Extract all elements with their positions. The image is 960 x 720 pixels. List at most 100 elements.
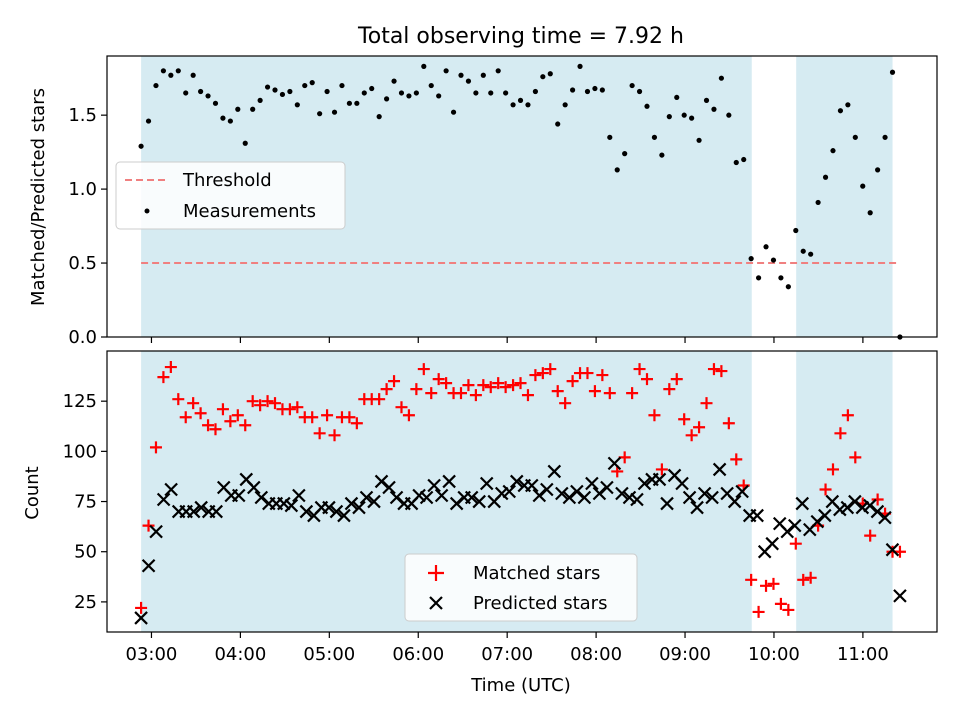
predicted-star-point <box>134 611 148 625</box>
matched-star-point <box>581 367 594 380</box>
matched-star-point <box>707 363 720 376</box>
matched-star-point <box>164 361 177 374</box>
matched-star-point <box>521 389 534 402</box>
measurement-point <box>584 88 591 95</box>
predicted-star-point <box>472 494 486 509</box>
matched-star-point <box>380 383 393 396</box>
predicted-star-point <box>194 500 208 515</box>
measurement-point <box>160 68 167 74</box>
matched-star-point <box>179 411 192 424</box>
measurement-point <box>748 256 754 262</box>
measurement-point <box>629 82 635 89</box>
matched-star-point <box>640 373 653 386</box>
matched-star-point <box>373 393 386 406</box>
x-axis-label: Time (UTC) <box>470 675 571 696</box>
matched-star-point <box>202 419 215 432</box>
predicted-star-point <box>675 476 689 491</box>
matched-star-point <box>402 409 415 422</box>
measurement-point <box>391 78 397 84</box>
matched-star-point <box>224 415 237 428</box>
bottom-y-tick-label: 50 <box>74 542 97 563</box>
matched-star-point <box>774 597 787 610</box>
matched-star-point <box>841 409 854 422</box>
measurement-point <box>458 72 464 78</box>
measurement-point <box>547 71 553 77</box>
measurement-point <box>577 63 583 69</box>
observing-interval-top-1 <box>796 56 893 337</box>
measurement-point <box>815 199 821 206</box>
bottom-axes-frame <box>106 350 938 633</box>
predicted-star-point <box>600 480 614 495</box>
measurement-point <box>882 134 888 140</box>
measurement-point <box>443 68 449 74</box>
measurement-point <box>711 106 717 112</box>
measurement-point <box>398 90 405 96</box>
measurement-point <box>235 106 241 112</box>
measurement-point <box>212 100 219 106</box>
measurement-point <box>309 80 315 86</box>
measurement-point <box>264 84 271 90</box>
matched-star-point <box>826 463 839 476</box>
matched-star-point <box>685 429 698 442</box>
measurement-point <box>302 82 308 89</box>
predicted-legend-label: Predicted stars <box>473 593 607 614</box>
predicted-star-point <box>329 504 344 519</box>
matched-star-point <box>142 519 155 532</box>
predicted-star-point <box>344 496 359 511</box>
measurement-point <box>830 148 836 154</box>
predicted-star-point <box>299 504 314 519</box>
measurement-point <box>436 93 442 99</box>
measurement-point <box>733 159 739 166</box>
predicted-star-point <box>419 490 434 505</box>
top-y-tick-label: 0.5 <box>68 253 97 274</box>
matched-star-point <box>410 383 423 396</box>
predicted-star-point <box>555 486 569 501</box>
matched-star-point <box>321 409 334 422</box>
measurement-point <box>517 97 524 103</box>
measurement-point <box>532 88 538 95</box>
x-tick-label: 05:00 <box>303 644 355 665</box>
matched-star-point <box>603 387 616 400</box>
bottom-y-tick-label: 100 <box>63 441 97 462</box>
matched-star-point <box>209 423 222 436</box>
predicted-star-point <box>367 494 381 509</box>
matched-star-point <box>789 537 802 550</box>
measurement-point <box>562 102 568 108</box>
predicted-star-point <box>547 464 562 479</box>
measurement-point <box>889 69 896 75</box>
measurement-point <box>822 174 829 180</box>
measurement-point <box>324 88 330 95</box>
top-legend: Threshold Measurements <box>115 161 346 230</box>
matched-star-point <box>417 363 430 376</box>
matched-star-point <box>350 417 363 430</box>
x-tick-label: 06:00 <box>392 644 444 665</box>
matched-star-point <box>239 419 252 432</box>
ratio-panel: 0.0 0.5 1.0 1.5 Matched/Predicted stars Thr… <box>28 55 938 348</box>
measurement-point <box>503 90 509 96</box>
measurement-point <box>413 90 419 96</box>
predicted-star-point <box>359 490 374 505</box>
predicted-star-point <box>705 490 719 505</box>
measurement-point <box>331 109 338 115</box>
measurement-point <box>867 210 873 216</box>
top-y-tick-label: 1.0 <box>68 179 97 200</box>
matched-star-point <box>216 403 229 416</box>
top-y-tick-label: 0.0 <box>68 327 97 348</box>
measurement-point <box>510 102 516 108</box>
predicted-star-point <box>442 474 456 489</box>
measurement-point <box>875 167 881 173</box>
predicted-star-point <box>141 558 156 573</box>
bottom-y-tick-label: 125 <box>63 391 97 412</box>
measurement-point <box>473 90 479 96</box>
matched-star-point <box>135 601 148 614</box>
matched-star-point <box>745 573 758 586</box>
matched-star-point <box>626 387 639 400</box>
measurement-point <box>346 100 353 106</box>
matched-star-point <box>306 411 319 424</box>
predicted-star-point <box>322 500 336 515</box>
measurement-point <box>696 137 702 143</box>
matched-star-point <box>849 451 862 464</box>
measurement-point <box>592 85 598 92</box>
matched-star-point <box>514 377 527 390</box>
